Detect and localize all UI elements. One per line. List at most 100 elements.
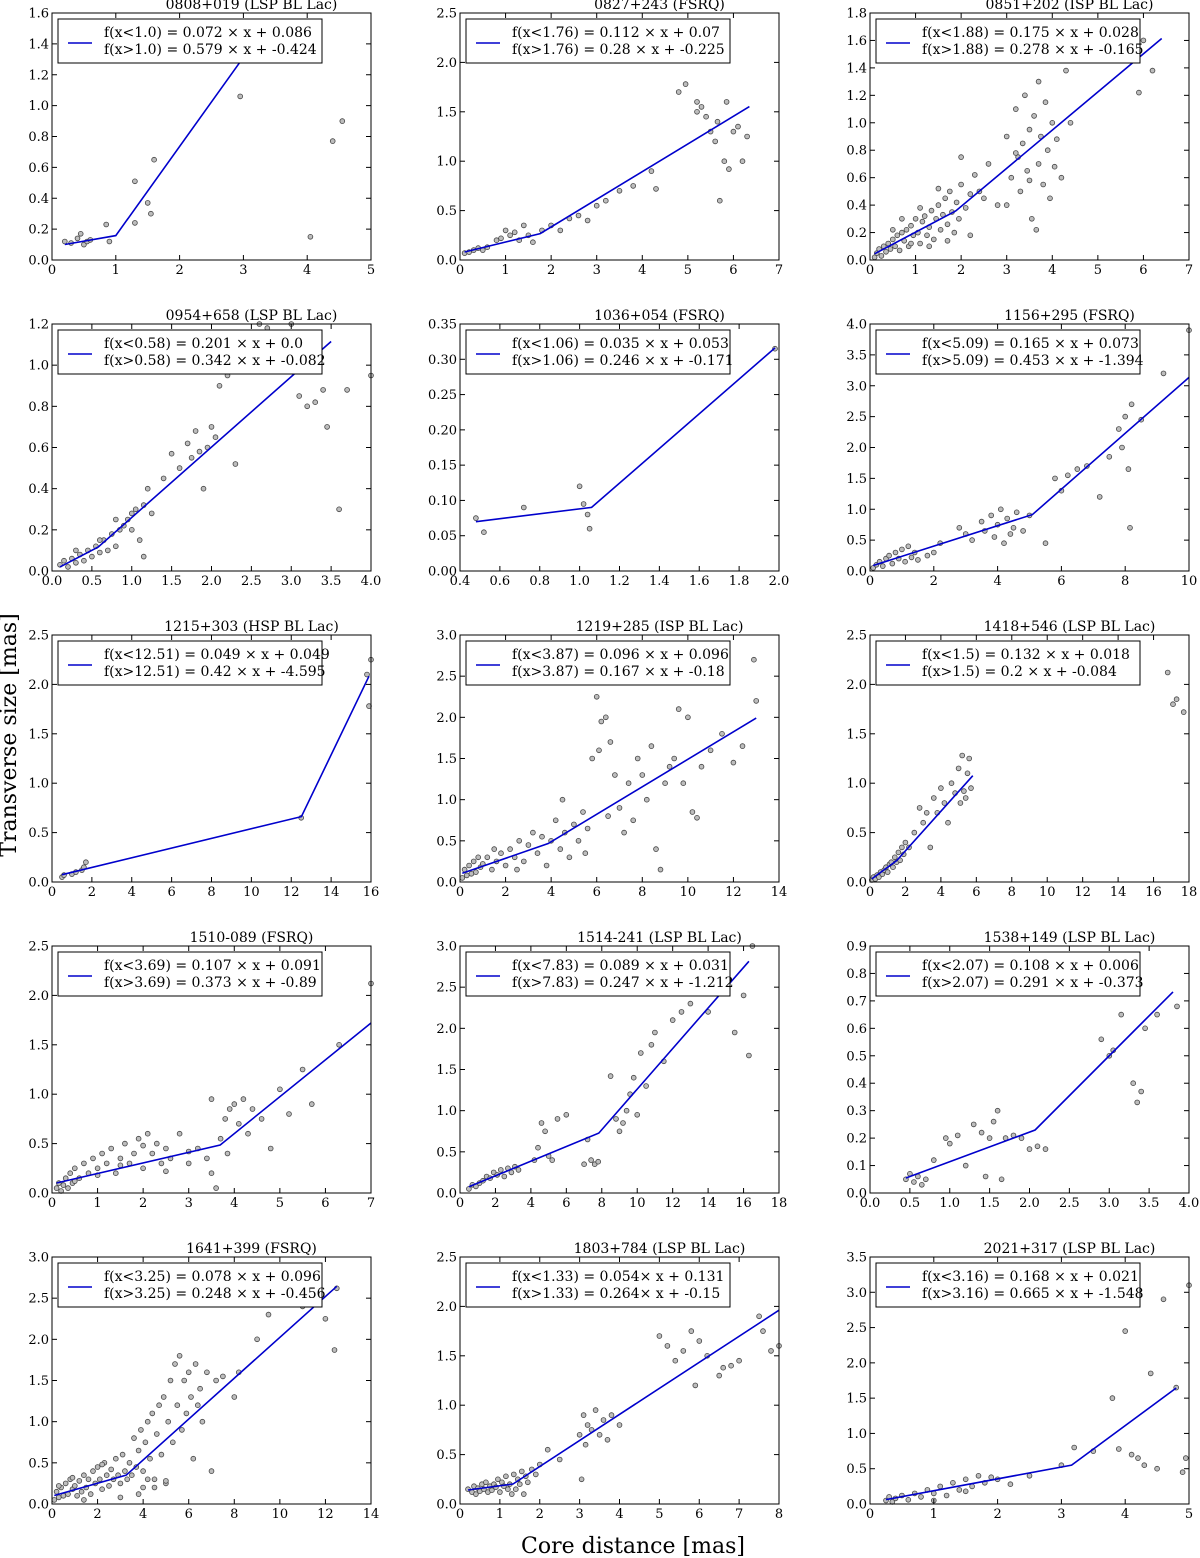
data-point <box>924 552 931 559</box>
y-tick-label: 1.0 <box>28 99 49 114</box>
data-point <box>918 1182 925 1188</box>
y-tick-label: 2.0 <box>436 56 457 71</box>
data-point <box>505 1486 511 1492</box>
x-tick-label: 2.0 <box>201 574 222 589</box>
data-point <box>964 770 971 777</box>
data-point <box>532 1471 539 1478</box>
subplot-title: 1538+149 (LSP BL Lac) <box>984 930 1156 946</box>
data-point <box>719 730 725 737</box>
x-tick-label: 4 <box>303 263 311 278</box>
data-point <box>192 1361 199 1367</box>
data-point <box>616 1128 623 1135</box>
y-tick-label: 2.5 <box>28 629 49 644</box>
subplot-title: 2021+317 (LSP BL Lac) <box>984 1241 1156 1257</box>
data-point <box>502 227 509 234</box>
data-point <box>988 512 994 519</box>
data-point <box>516 1481 523 1487</box>
data-point <box>176 1353 183 1359</box>
legend-entry: f(x>3.16) = 0.665 × x + -1.548 <box>922 1286 1144 1302</box>
data-point <box>140 553 147 560</box>
data-point <box>1063 67 1069 74</box>
data-point <box>557 227 564 234</box>
data-point <box>946 188 953 195</box>
y-tick-label: 1.6 <box>846 34 867 49</box>
data-point <box>981 195 987 202</box>
x-tick-label: 1.5 <box>979 1196 1000 1211</box>
data-point <box>648 1042 655 1048</box>
data-point <box>739 743 746 749</box>
x-tick-label: 0.0 <box>860 1196 881 1211</box>
x-tick-label: 0.8 <box>529 574 550 589</box>
legend-entry: f(x>1.5) = 0.2 × x + -0.084 <box>922 664 1117 680</box>
data-point <box>969 537 975 543</box>
data-point <box>728 1362 734 1369</box>
data-point <box>74 235 81 242</box>
axes-frame <box>869 12 1190 261</box>
x-tick-label: 12 <box>664 1196 681 1211</box>
data-point <box>103 221 109 228</box>
y-tick-label: 1.0 <box>28 1088 49 1103</box>
data-point <box>1149 67 1156 74</box>
data-point <box>195 1402 201 1408</box>
fit-line <box>59 340 332 568</box>
y-tick-label: 1.0 <box>846 777 867 792</box>
data-point <box>483 1479 489 1486</box>
data-point <box>549 1157 555 1163</box>
data-point <box>735 123 741 130</box>
x-tick-label: 6 <box>593 885 601 900</box>
y-tick-label: 1.0 <box>846 1427 867 1442</box>
fit-line <box>871 775 974 880</box>
x-tick-label: 12 <box>1074 885 1091 900</box>
data-point <box>299 1066 306 1073</box>
fit-line <box>61 675 370 876</box>
fit-line <box>464 105 750 253</box>
subplot-13: 0 1 2 3 4 5 6 7 8 0.0 0.5 1.0 1.5 2.0 2.5 1803+784 (LSP… <box>436 1241 783 1522</box>
data-point <box>990 1118 997 1125</box>
data-point <box>944 238 951 244</box>
data-point <box>185 1369 192 1376</box>
data-point <box>911 829 918 836</box>
y-tick-label: 2.0 <box>436 1022 457 1037</box>
data-point <box>919 218 926 225</box>
data-point <box>634 1112 640 1118</box>
data-point <box>106 238 113 245</box>
data-point <box>586 525 593 532</box>
data-point <box>1134 1099 1140 1106</box>
x-tick-label: 7 <box>367 1196 375 1211</box>
data-point <box>132 178 138 185</box>
fit-line <box>468 960 750 1188</box>
legend-box <box>57 640 323 686</box>
y-tick-label: 1.6 <box>28 7 49 22</box>
y-tick-label: 1.0 <box>28 777 49 792</box>
data-point <box>151 156 157 163</box>
data-point <box>463 872 470 879</box>
y-tick-label: 1.0 <box>436 793 457 808</box>
y-tick-label: 1.5 <box>436 1349 457 1364</box>
data-point <box>648 168 655 174</box>
y-tick-label: 1.0 <box>28 1415 49 1430</box>
x-tick-label: 5 <box>655 1507 663 1522</box>
x-tick-label: 18 <box>771 1196 788 1211</box>
data-point <box>258 1116 265 1122</box>
data-point <box>908 240 914 247</box>
y-tick-label: 0.35 <box>428 318 457 333</box>
data-point <box>1065 472 1071 479</box>
data-point <box>208 1096 215 1102</box>
y-tick-label: 0.25 <box>428 388 457 403</box>
data-point <box>948 780 955 786</box>
data-point <box>156 1402 162 1408</box>
data-point <box>961 788 967 794</box>
data-point <box>672 1357 679 1364</box>
data-point <box>254 1336 260 1343</box>
data-point <box>905 1497 912 1503</box>
subplot-2: 0 1 2 3 4 5 6 7 0.0 0.2 0.4 0.6 0.8 1.0 1.2 1.4 1.6 1.8 08… <box>846 0 1193 278</box>
data-point <box>903 227 910 233</box>
data-point <box>204 1155 210 1162</box>
data-point <box>613 1116 619 1122</box>
data-point <box>887 246 894 252</box>
data-point <box>918 1494 924 1500</box>
axes-frame <box>869 634 1190 883</box>
data-point <box>1074 466 1081 472</box>
data-point <box>605 813 611 819</box>
data-point <box>106 1483 112 1489</box>
